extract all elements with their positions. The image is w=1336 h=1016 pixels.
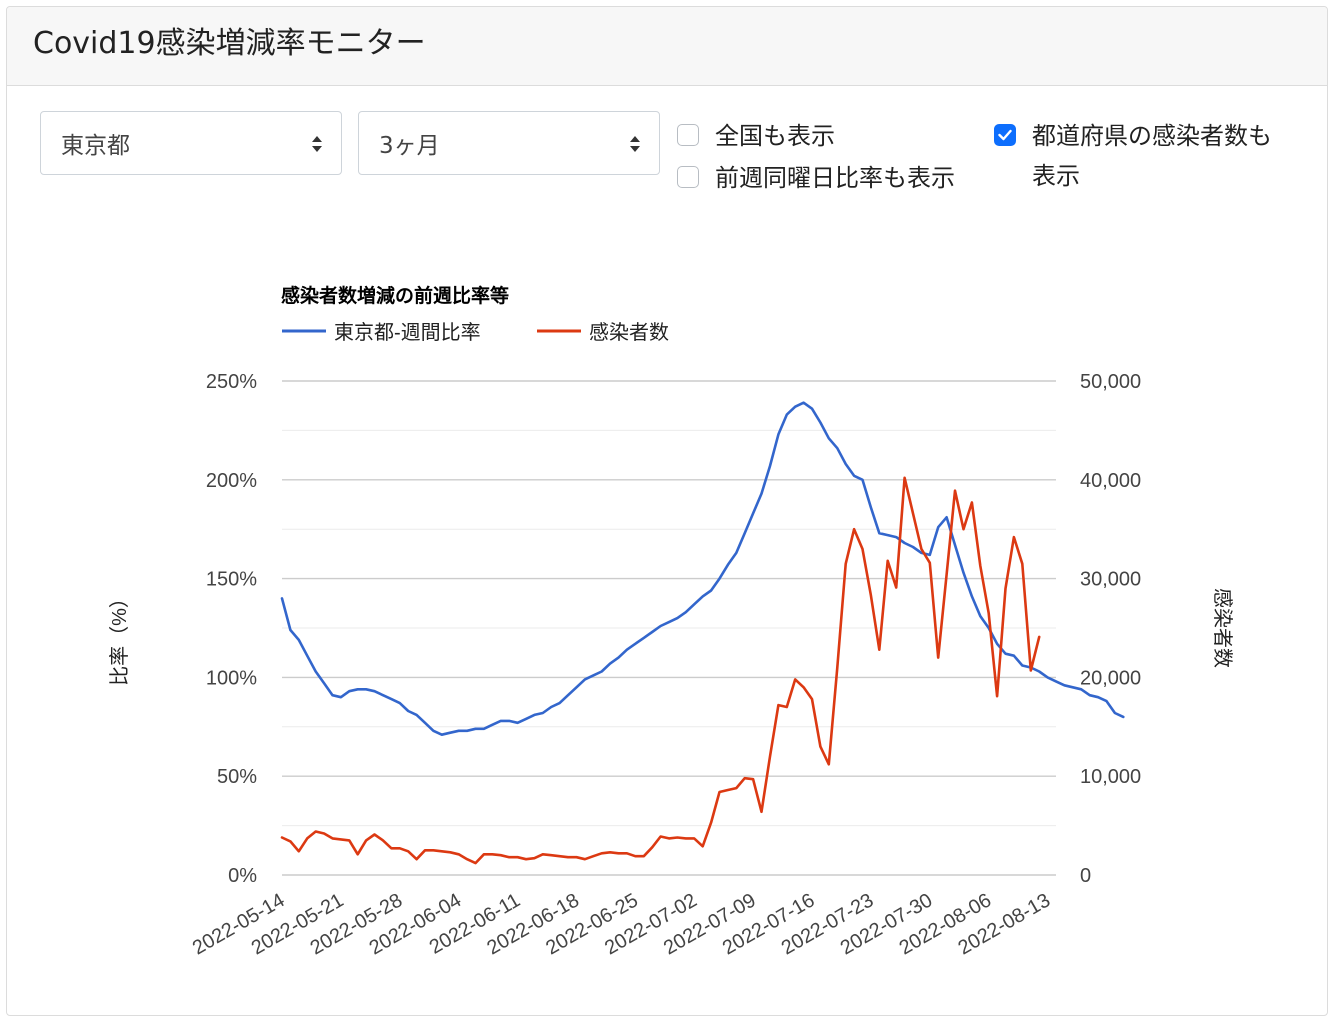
prefecture-select-value: 東京都	[61, 133, 130, 159]
left-tick-label: 150%	[206, 569, 257, 591]
checkbox-show-same-weekday-label: 前週同曜日比率も表示	[715, 164, 955, 192]
checkbox-show-same-weekday-box[interactable]	[677, 166, 699, 188]
series-line-ratio	[280, 401, 1125, 737]
page-title: Covid19感染増減率モニター	[33, 26, 426, 61]
right-tick-label: 40,000	[1080, 470, 1141, 492]
period-select[interactable]: 3ヶ月	[358, 111, 660, 175]
x-axis-ticks: 2022-05-142022-05-212022-05-282022-06-04…	[189, 889, 1054, 959]
left-tick-label: 200%	[206, 470, 257, 492]
right-tick-label: 20,000	[1080, 667, 1141, 689]
right-tick-label: 10,000	[1080, 766, 1141, 788]
chart-series	[280, 401, 1125, 865]
left-tick-label: 0%	[228, 865, 257, 887]
right-tick-label: 0	[1080, 865, 1091, 887]
prefecture-select[interactable]: 東京都	[40, 111, 342, 175]
left-tick-label: 50%	[217, 766, 257, 788]
left-tick-label: 100%	[206, 667, 257, 689]
checkmark-icon	[998, 129, 1012, 141]
period-select-value: 3ヶ月	[379, 133, 440, 159]
right-tick-label: 30,000	[1080, 569, 1141, 591]
checkbox-label-line1: 都道府県の感染者数も	[1032, 122, 1272, 150]
checkbox-show-prefecture-cases-label: 都道府県の感染者数も 表示	[1032, 116, 1272, 196]
right-axis-ticks: 0 10,000 20,000 30,000 40,000 50,000	[1080, 371, 1141, 887]
chart-grid	[282, 380, 1056, 876]
card-header	[7, 7, 1327, 86]
checkbox-label-line2: 表示	[1032, 162, 1080, 190]
sort-caret-icon	[312, 136, 322, 152]
left-tick-label: 250%	[206, 371, 257, 393]
checkbox-show-prefecture-cases[interactable]: 都道府県の感染者数も 表示	[994, 116, 1272, 196]
left-axis-label: 比率（%）	[108, 588, 131, 686]
checkbox-show-national-label: 全国も表示	[715, 122, 835, 150]
right-axis-label: 感染者数	[1211, 588, 1234, 668]
checkbox-show-national[interactable]: 全国も表示	[677, 116, 835, 156]
legend-label-cases: 感染者数	[589, 321, 669, 344]
legend-label-ratio: 東京都-週間比率	[334, 321, 481, 344]
chart-legend: 東京都-週間比率 感染者数	[282, 321, 669, 344]
series-line-cases	[280, 476, 1041, 865]
chart-title: 感染者数増減の前週比率等	[281, 284, 509, 307]
left-axis-ticks: 0% 50% 100% 150% 200% 250%	[206, 371, 257, 887]
checkbox-show-same-weekday[interactable]: 前週同曜日比率も表示	[677, 158, 955, 198]
checkbox-show-prefecture-cases-box[interactable]	[994, 124, 1016, 146]
sort-caret-icon	[630, 136, 640, 152]
right-tick-label: 50,000	[1080, 371, 1141, 393]
checkbox-show-national-box[interactable]	[677, 124, 699, 146]
